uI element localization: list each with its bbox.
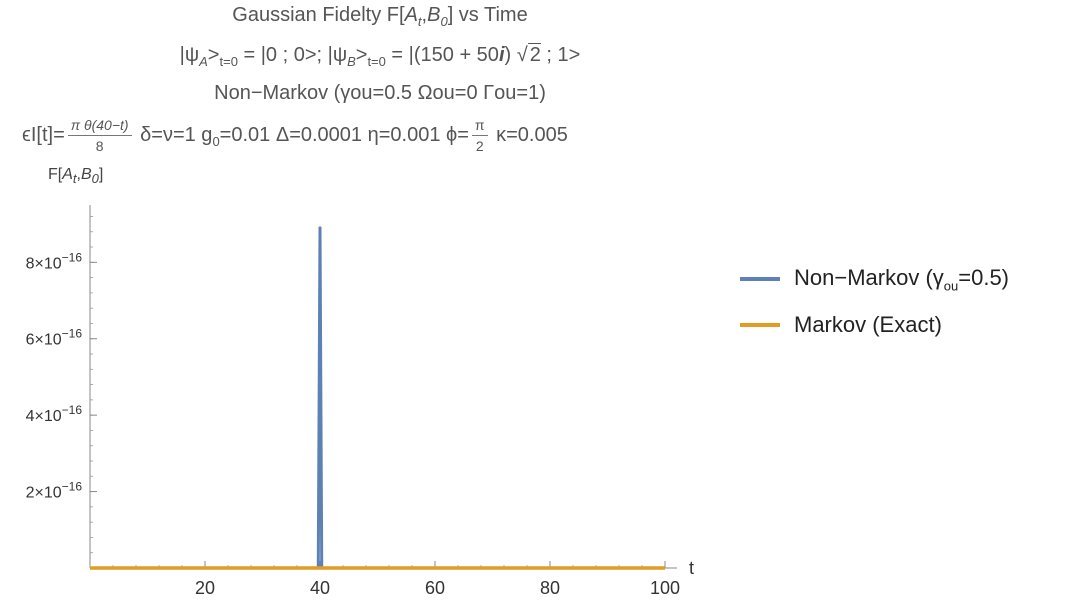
legend-item-non-markov: Non−Markov (γou=0.5) (740, 264, 1009, 294)
phi-den: 2 (475, 138, 484, 154)
y-tick-label: 4×10−16 (26, 403, 83, 425)
x-tick-label: 80 (540, 578, 560, 598)
epsilon-den: 8 (95, 138, 104, 154)
x-tick-label: 20 (195, 578, 215, 598)
x-axis-label: t (689, 558, 694, 578)
params-part2: =0.01 Δ=0.0001 η=0.001 ϕ= (219, 123, 469, 146)
legend-item-markov: Markov (Exact) (740, 310, 942, 340)
state-b-time: t=0 (367, 54, 386, 69)
legend-swatch-non-markov (740, 277, 780, 281)
ylabel-end: ] (98, 166, 104, 183)
legend-label-markov: Markov (Exact) (794, 312, 942, 337)
x-tick-label: 60 (425, 578, 445, 598)
y-axis-label: F[At,B0] (48, 166, 104, 187)
legend-label-non-markov: Non−Markov (γou=0.5) (794, 265, 1009, 293)
params-part1: δ=ν=1 g (134, 123, 213, 146)
y-tick-label: 6×10−16 (26, 327, 83, 349)
state-a-prefix: |ψ (179, 44, 200, 66)
state-definition-line: |ψA>t=0 = |0 ; 0>; |ψB>t=0 = |(150 + 50i… (0, 43, 760, 69)
model-parameters-line: Non−Markov (γou=0.5 Ωou=0 Γou=1) (0, 82, 760, 105)
chart-title: Gaussian Fidelty F[At,B0] vs Time (232, 4, 528, 29)
epsilon-label: ϵI[t]= (22, 123, 65, 146)
epsilon-num: π θ(40−t) (67, 115, 132, 136)
phi-num: π (471, 115, 488, 136)
state-b-sub: B (347, 54, 356, 69)
state-b-end: ; 1> (540, 44, 581, 66)
x-tick-label: 100 (650, 578, 680, 598)
imaginary-unit: i (498, 44, 505, 66)
ylabel-prefix: F[ (48, 166, 63, 183)
legend-swatch-markov (740, 323, 780, 327)
legend-label-suffix: =0.5) (958, 264, 1010, 290)
ylabel-mid: , (76, 166, 81, 183)
g-sub: 0 (212, 133, 220, 149)
state-b-value: = |(150 + 50 (385, 44, 499, 66)
state-a-sub: A (199, 54, 208, 69)
sqrt-arg: 2 (527, 43, 541, 66)
y-tick-label: 2×10−16 (26, 480, 83, 502)
model-params-text: Non−Markov (γou=0.5 Ωou=0 Γou=1) (214, 82, 546, 104)
params-part3: κ=0.005 (490, 123, 568, 146)
series-line-non-markov (90, 226, 665, 570)
state-a-time: t=0 (219, 54, 238, 69)
state-a-value: = |0 ; 0>; |ψ (237, 44, 348, 66)
physics-parameters-line: ϵI[t]= π θ(40−t) 8 δ=ν=1 g0=0.01 Δ=0.0001 … (22, 115, 782, 156)
title-text-prefix: Gaussian Fidelty F[ (232, 4, 405, 26)
y-tick-label: 8×10−16 (26, 250, 83, 272)
legend-label-sub: ou (943, 278, 959, 294)
sqrt-symbol: ) √ (504, 44, 528, 66)
state-b-bracket: > (355, 44, 368, 66)
title-text-suffix: ] vs Time (447, 4, 528, 26)
state-a-bracket: > (207, 44, 220, 66)
epsilon-fraction: π θ(40−t) 8 (67, 115, 132, 156)
x-tick-label: 40 (310, 578, 330, 598)
legend-label-prefix: Non−Markov (γ (794, 264, 944, 290)
